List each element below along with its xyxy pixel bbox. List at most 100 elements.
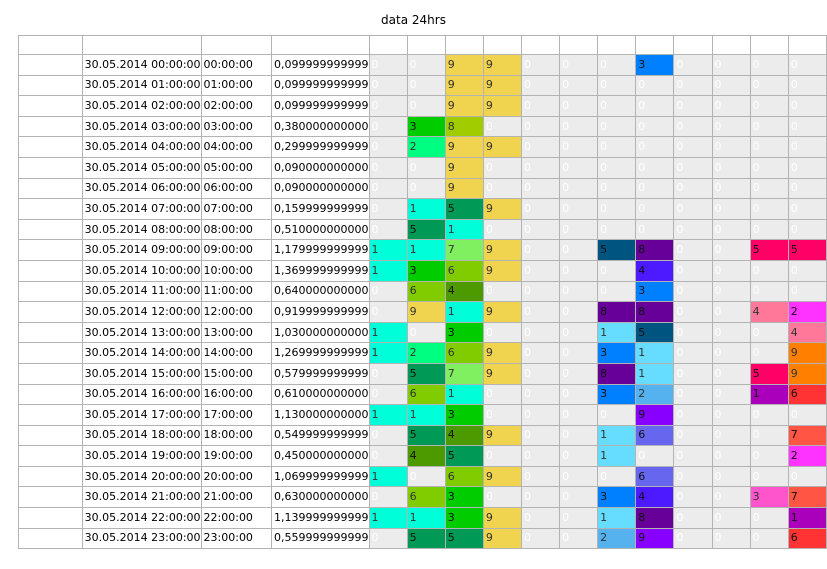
table-row: 30.05.2014 16:00:00 16:00:00 0,61000000000… bbox=[18, 383, 827, 406]
heat-cell: 0 bbox=[559, 156, 599, 179]
heat-cell: 0 bbox=[406, 177, 446, 200]
heat-cell: 1 bbox=[444, 301, 484, 323]
heat-cell: 0 bbox=[482, 177, 522, 200]
heat-cell: 0 bbox=[711, 321, 751, 344]
value-cell: 0,090000000000 bbox=[271, 156, 370, 179]
heat-cell: 0 bbox=[559, 95, 599, 117]
data-grid: 30.05.2014 00:00:00 00:00:00 0,09999999999… bbox=[18, 35, 827, 550]
heat-cell: 0 bbox=[749, 74, 789, 97]
header-cell bbox=[635, 35, 675, 55]
row-label-cell bbox=[18, 383, 83, 406]
heat-cell: 0 bbox=[787, 280, 827, 303]
heat-cell: 9 bbox=[482, 239, 522, 261]
heat-cell: 0 bbox=[749, 507, 789, 529]
heat-cell: 0 bbox=[368, 527, 408, 550]
heat-cell: 5 bbox=[444, 527, 484, 550]
header-cell bbox=[520, 35, 561, 55]
heat-cell: 0 bbox=[520, 177, 561, 200]
heat-cell: 4 bbox=[635, 486, 675, 509]
heat-cell: 1 bbox=[597, 445, 637, 467]
heat-cell: 0 bbox=[482, 115, 522, 138]
heat-cell: 2 bbox=[406, 342, 446, 364]
heat-cell: 6 bbox=[444, 465, 484, 488]
header-cell bbox=[559, 35, 599, 55]
row-label-cell bbox=[18, 218, 83, 241]
heat-cell: 9 bbox=[482, 527, 522, 550]
heat-cell: 1 bbox=[635, 362, 675, 385]
heat-cell: 9 bbox=[444, 156, 484, 179]
heat-cell: 0 bbox=[559, 321, 599, 344]
table-row: 30.05.2014 11:00:00 11:00:00 0,64000000000… bbox=[18, 280, 827, 303]
heat-cell: 0 bbox=[711, 239, 751, 261]
heat-cell: 0 bbox=[368, 486, 408, 509]
heat-cell: 0 bbox=[711, 136, 751, 158]
value-cell: 0,610000000000 bbox=[271, 383, 370, 406]
heat-cell: 0 bbox=[520, 342, 561, 364]
heat-cell: 0 bbox=[482, 486, 522, 509]
value-cell: 1,130000000000 bbox=[271, 404, 370, 426]
heat-cell: 0 bbox=[749, 527, 789, 550]
heat-cell: 0 bbox=[482, 280, 522, 303]
heat-cell: 0 bbox=[711, 404, 751, 426]
heat-cell: 0 bbox=[673, 465, 713, 488]
heat-cell: 3 bbox=[444, 404, 484, 426]
row-label-cell bbox=[18, 259, 83, 282]
heat-cell: 0 bbox=[673, 74, 713, 97]
heat-cell: 0 bbox=[368, 445, 408, 467]
heat-cell: 0 bbox=[597, 465, 637, 488]
heat-cell: 0 bbox=[711, 527, 751, 550]
heat-cell: 0 bbox=[749, 321, 789, 344]
heat-cell: 0 bbox=[711, 507, 751, 529]
time-cell: 07:00:00 bbox=[200, 198, 273, 220]
time-cell: 12:00:00 bbox=[200, 301, 273, 323]
heat-cell: 0 bbox=[635, 95, 675, 117]
heat-cell: 0 bbox=[520, 198, 561, 220]
chart-title: data 24hrs bbox=[381, 13, 446, 27]
heat-cell: 3 bbox=[635, 280, 675, 303]
row-label-cell bbox=[18, 362, 83, 385]
heat-cell: 0 bbox=[711, 362, 751, 385]
heat-cell: 0 bbox=[559, 445, 599, 467]
heat-cell: 9 bbox=[444, 177, 484, 200]
header-cell bbox=[271, 35, 370, 55]
heat-cell: 1 bbox=[597, 507, 637, 529]
row-label-cell bbox=[18, 280, 83, 303]
heat-cell: 0 bbox=[749, 218, 789, 241]
date-cell: 30.05.2014 21:00:00 bbox=[81, 486, 202, 509]
table-row: 30.05.2014 10:00:00 10:00:00 1,36999999999… bbox=[18, 259, 827, 282]
row-label-cell bbox=[18, 342, 83, 364]
heat-cell: 6 bbox=[406, 486, 446, 509]
value-cell: 0,099999999999 bbox=[271, 95, 370, 117]
heat-cell: 1 bbox=[406, 239, 446, 261]
row-label-cell bbox=[18, 54, 83, 76]
heat-cell: 0 bbox=[559, 136, 599, 158]
heat-cell: 0 bbox=[406, 74, 446, 97]
heat-cell: 9 bbox=[482, 424, 522, 447]
heat-cell: 0 bbox=[749, 115, 789, 138]
heat-cell: 5 bbox=[406, 218, 446, 241]
heat-cell: 3 bbox=[444, 486, 484, 509]
value-cell: 0,159999999999 bbox=[271, 198, 370, 220]
time-cell: 23:00:00 bbox=[200, 527, 273, 550]
heat-cell: 0 bbox=[711, 54, 751, 76]
row-label-cell bbox=[18, 301, 83, 323]
date-cell: 30.05.2014 14:00:00 bbox=[81, 342, 202, 364]
heat-cell: 0 bbox=[597, 280, 637, 303]
heat-cell: 1 bbox=[635, 342, 675, 364]
heat-cell: 0 bbox=[711, 280, 751, 303]
heat-cell: 0 bbox=[711, 301, 751, 323]
time-cell: 21:00:00 bbox=[200, 486, 273, 509]
time-cell: 22:00:00 bbox=[200, 507, 273, 529]
heat-cell: 0 bbox=[482, 445, 522, 467]
heat-cell: 9 bbox=[635, 404, 675, 426]
heat-cell: 0 bbox=[368, 115, 408, 138]
date-cell: 30.05.2014 15:00:00 bbox=[81, 362, 202, 385]
heat-cell: 0 bbox=[597, 404, 637, 426]
heat-cell: 0 bbox=[559, 507, 599, 529]
date-cell: 30.05.2014 23:00:00 bbox=[81, 527, 202, 550]
heat-cell: 0 bbox=[711, 445, 751, 467]
heat-cell: 0 bbox=[559, 383, 599, 406]
heat-cell: 0 bbox=[597, 177, 637, 200]
heat-cell: 0 bbox=[711, 156, 751, 179]
heat-cell: 7 bbox=[444, 239, 484, 261]
